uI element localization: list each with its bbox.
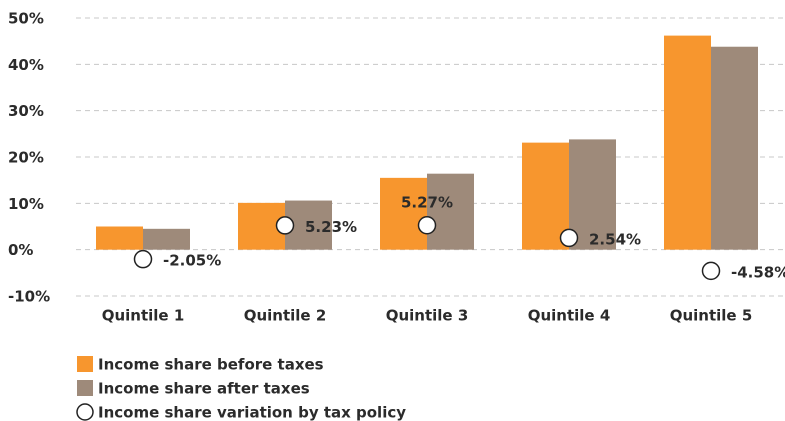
data-label: -2.05% — [163, 252, 221, 270]
variation-marker — [133, 249, 153, 269]
legend-swatch — [77, 356, 93, 372]
legend-label: Income share variation by tax policy — [98, 404, 406, 421]
y-tick-label: 40% — [8, 56, 44, 74]
variation-marker — [275, 216, 295, 235]
legend-swatch — [77, 380, 93, 396]
bar — [96, 226, 143, 250]
y-tick-label: 30% — [8, 102, 44, 120]
y-tick-label: 20% — [8, 149, 44, 167]
bar — [143, 228, 190, 250]
variation-marker — [417, 215, 437, 235]
y-tick-label: -10% — [8, 288, 50, 306]
bar — [380, 177, 427, 250]
bar — [711, 46, 758, 250]
x-tick-label: Quintile 5 — [670, 307, 753, 325]
data-label: 5.23% — [305, 218, 357, 236]
bar — [522, 142, 569, 250]
bar — [664, 35, 711, 250]
y-tick-label: 10% — [8, 195, 44, 213]
legend-label: Income share before taxes — [98, 356, 324, 374]
legend-label: Income share after taxes — [98, 380, 310, 398]
x-tick-label: Quintile 4 — [528, 307, 611, 325]
x-tick-label: Quintile 1 — [102, 307, 185, 325]
variation-marker — [559, 228, 579, 248]
bar — [427, 173, 474, 250]
data-label: 2.54% — [589, 230, 641, 248]
x-tick-label: Quintile 3 — [386, 307, 469, 325]
variation-marker — [701, 261, 721, 281]
x-tick-label: Quintile 2 — [244, 307, 327, 325]
legend-marker — [76, 403, 94, 421]
y-tick-label: 0% — [8, 241, 33, 259]
data-label: -4.58% — [731, 263, 785, 281]
data-label: 5.27% — [401, 194, 453, 212]
y-tick-label: 50% — [8, 10, 44, 28]
bar — [569, 139, 616, 250]
